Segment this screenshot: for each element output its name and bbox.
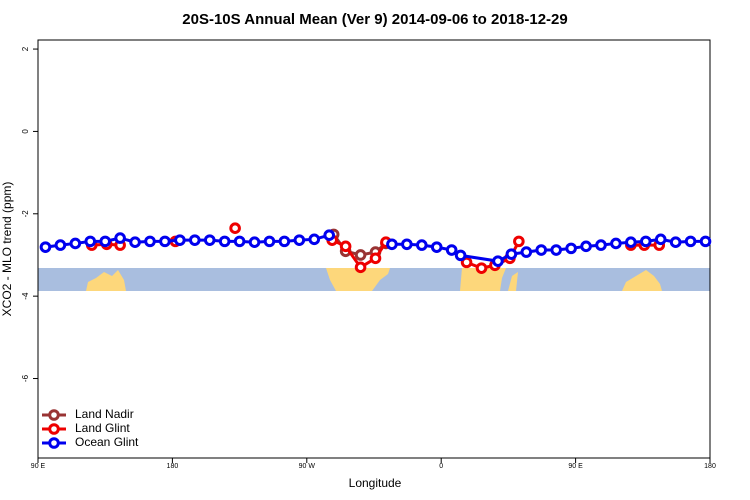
data-point — [203, 234, 216, 246]
data-point — [492, 255, 504, 267]
x-tick-label: 180 — [704, 463, 716, 470]
legend-marker — [48, 423, 60, 435]
legend-marker — [48, 437, 60, 449]
data-point — [565, 242, 577, 255]
chart-title: 20S-10S Annual Mean (Ver 9) 2014-09-06 t… — [182, 11, 567, 28]
data-point — [513, 235, 525, 248]
data-point — [460, 256, 473, 269]
y-tick-label: 0 — [21, 129, 30, 134]
data-point — [189, 234, 201, 246]
y-tick-label: -6 — [21, 374, 30, 382]
map-strip — [38, 268, 710, 291]
x-tick-label: 90 E — [568, 463, 583, 470]
data-point — [233, 235, 246, 248]
data-point — [84, 235, 97, 248]
data-point — [369, 252, 382, 265]
data-point — [229, 222, 241, 235]
legend-marker — [48, 409, 60, 421]
legend-label: Land Glint — [75, 421, 130, 435]
data-point — [415, 239, 428, 251]
data-point — [475, 262, 488, 274]
data-point — [159, 235, 171, 248]
data-point — [430, 241, 443, 253]
data-point — [339, 240, 352, 253]
y-axis-label: XCO2 - MLO trend (ppm) — [0, 182, 14, 317]
data-point — [248, 236, 261, 249]
data-point — [505, 248, 518, 260]
data-point — [323, 229, 336, 242]
data-point — [454, 249, 467, 262]
data-point — [535, 244, 548, 256]
data-point — [129, 236, 141, 249]
data-point — [654, 233, 667, 246]
data-point — [218, 235, 231, 248]
data-point — [625, 236, 637, 249]
data-point — [669, 236, 682, 249]
land-shape — [508, 272, 518, 291]
land-shape — [86, 270, 126, 291]
land-shape — [622, 270, 662, 291]
data-point — [445, 244, 458, 256]
data-point — [293, 234, 306, 246]
legend-label: Land Nadir — [75, 407, 134, 421]
data-point — [174, 234, 186, 246]
data-point — [550, 244, 562, 256]
data-point — [610, 237, 622, 250]
x-tick-label: 90 E — [31, 463, 46, 470]
data-point — [39, 241, 52, 253]
y-tick-label: 2 — [21, 46, 30, 51]
data-point — [386, 238, 398, 251]
data-point — [114, 232, 126, 244]
land-shape — [326, 268, 390, 291]
x-axis-label: Longitude — [349, 476, 402, 490]
data-point — [144, 235, 156, 248]
data-point — [54, 239, 67, 251]
data-point — [308, 233, 321, 246]
data-point — [595, 239, 607, 251]
data-point — [69, 237, 82, 250]
y-tick-label: -4 — [21, 292, 30, 300]
data-point — [99, 235, 111, 248]
data-point — [580, 240, 592, 253]
data-point — [684, 235, 697, 248]
x-tick-label: 180 — [167, 463, 179, 470]
plot-frame — [37, 39, 711, 459]
data-point — [639, 235, 652, 248]
data-point — [520, 246, 533, 258]
land-shape — [460, 268, 506, 291]
data-point — [278, 235, 291, 248]
data-point — [354, 249, 367, 261]
data-point — [401, 238, 413, 251]
y-tick-label: -2 — [21, 210, 30, 218]
data-point — [263, 235, 276, 248]
x-tick-label: 90 W — [299, 463, 316, 470]
data-point — [354, 261, 367, 274]
x-tick-label: 0 — [439, 463, 443, 470]
data-point — [699, 235, 712, 248]
legend-label: Ocean Glint — [75, 435, 139, 449]
